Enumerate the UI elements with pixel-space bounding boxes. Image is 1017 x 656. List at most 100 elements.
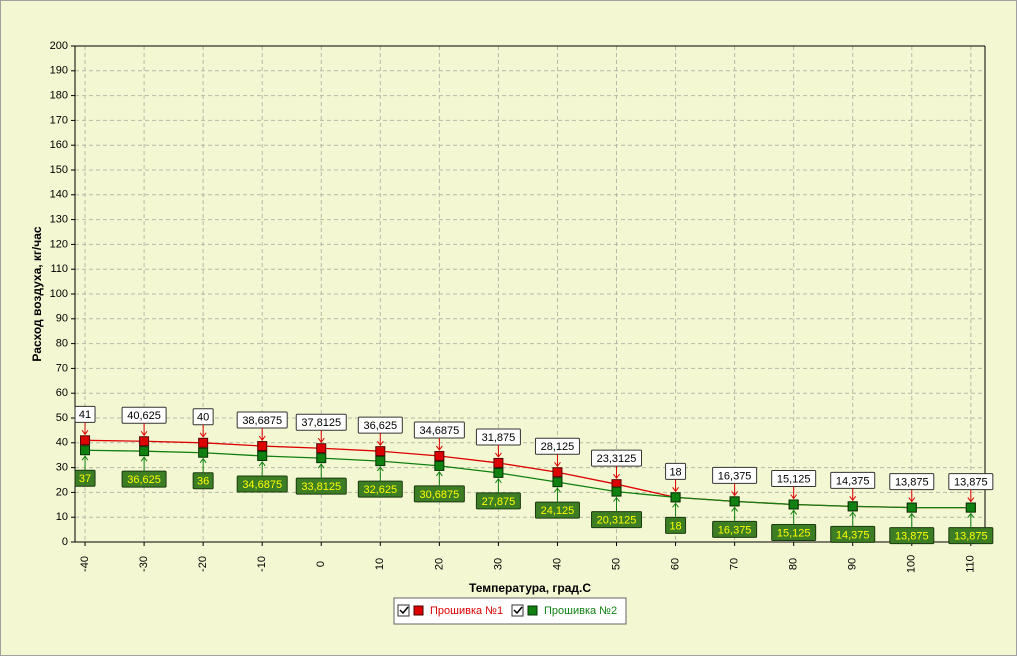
data-label: 24,125 — [541, 505, 575, 517]
x-tick-label: -20 — [197, 556, 209, 572]
label-arrowhead — [258, 461, 266, 467]
y-tick-label: 10 — [56, 511, 68, 523]
data-label: 16,375 — [718, 470, 752, 482]
data-label: 13,875 — [954, 530, 988, 542]
plot-area: 0102030405060708090100110120130140150160… — [50, 40, 994, 573]
label-arrowhead — [967, 512, 975, 518]
y-tick-label: 190 — [50, 65, 68, 77]
x-tick-label: 110 — [965, 555, 977, 573]
label-arrowhead — [554, 487, 561, 493]
data-label: 37 — [79, 473, 91, 485]
x-tick-label: -30 — [138, 556, 150, 572]
y-tick-label: 20 — [56, 486, 68, 498]
data-label: 15,125 — [777, 473, 811, 485]
y-tick-label: 150 — [50, 164, 68, 176]
label-arrowhead — [435, 445, 443, 451]
marker — [847, 501, 858, 512]
label-arrowhead — [376, 440, 384, 447]
data-label: 28,125 — [541, 441, 575, 453]
data-label: 27,875 — [482, 496, 516, 508]
marker — [670, 492, 681, 503]
data-label: 14,375 — [836, 475, 870, 487]
marker — [434, 460, 445, 471]
label-arrowhead — [199, 457, 207, 464]
label-arrowhead — [317, 463, 325, 469]
marker — [493, 467, 504, 478]
label-arrowhead — [908, 497, 916, 503]
series-line — [85, 449, 971, 509]
legend-swatch — [527, 605, 538, 616]
label-arrowhead — [495, 478, 502, 484]
marker — [257, 450, 268, 461]
label-arrowhead — [317, 437, 325, 444]
marker — [198, 437, 209, 448]
y-axis-title: Расход воздуха, кг/час — [30, 226, 44, 361]
label-arrowhead — [376, 466, 384, 472]
data-label: 13,875 — [895, 530, 929, 542]
y-tick-label: 80 — [56, 338, 68, 350]
x-tick-label: 0 — [315, 561, 327, 567]
data-label: 18 — [669, 466, 681, 478]
x-tick-label: 20 — [433, 558, 445, 570]
label-arrowhead — [81, 430, 89, 436]
label-arrowhead — [967, 497, 975, 503]
data-label: 16,375 — [718, 524, 752, 536]
marker — [493, 457, 504, 468]
data-label: 41 — [79, 409, 91, 421]
data-label: 34,6875 — [242, 479, 282, 491]
label-arrowhead — [554, 461, 561, 468]
marker — [375, 456, 386, 467]
x-axis-title: Температура, град.С — [469, 581, 591, 595]
legend-label[interactable]: Прошивка №1 — [430, 605, 503, 617]
label-arrowhead — [613, 473, 620, 480]
x-tick-label: 80 — [788, 558, 800, 570]
x-tick-label: 10 — [374, 558, 386, 570]
y-tick-label: 200 — [50, 40, 68, 52]
y-tick-label: 170 — [50, 114, 68, 126]
y-tick-label: 40 — [56, 437, 68, 449]
legend-swatch — [413, 605, 424, 616]
data-label: 13,875 — [954, 476, 988, 488]
data-label: 32,625 — [363, 484, 397, 496]
x-tick-label: 40 — [551, 558, 563, 570]
marker — [316, 453, 327, 464]
label-arrowhead — [140, 430, 148, 437]
label-arrowhead — [81, 455, 89, 461]
y-tick-label: 130 — [50, 214, 68, 226]
data-label: 38,6875 — [242, 415, 282, 427]
label-arrowhead — [731, 491, 739, 497]
data-label: 36,625 — [363, 420, 397, 432]
label-arrowhead — [672, 502, 679, 508]
legend-checkbox[interactable] — [511, 604, 524, 617]
data-label: 37,8125 — [301, 417, 341, 429]
x-tick-label: -40 — [79, 556, 91, 572]
legend-checkbox[interactable] — [397, 604, 410, 617]
data-label: 20,3125 — [597, 515, 637, 527]
data-label: 36,625 — [127, 474, 161, 486]
legend-label[interactable]: Прошивка №2 — [544, 605, 617, 617]
data-label: 30,6875 — [419, 489, 459, 501]
y-tick-label: 50 — [56, 412, 68, 424]
label-arrowhead — [790, 494, 798, 500]
label-arrowhead — [731, 506, 739, 512]
marker — [788, 499, 799, 510]
x-tick-label: 30 — [492, 558, 504, 570]
data-label: 14,375 — [836, 529, 870, 541]
data-label: 34,6875 — [419, 425, 459, 437]
y-tick-label: 100 — [50, 288, 68, 300]
x-tick-label: 70 — [729, 558, 741, 570]
x-tick-label: 50 — [610, 558, 622, 570]
data-label: 18 — [669, 520, 681, 532]
label-arrowhead — [849, 496, 857, 502]
label-arrowhead — [435, 471, 443, 477]
marker — [316, 443, 327, 454]
marker — [552, 467, 563, 478]
marker — [434, 450, 445, 461]
label-arrowhead — [908, 512, 916, 518]
marker — [375, 446, 386, 457]
data-label: 13,875 — [895, 476, 929, 488]
label-arrowhead — [672, 487, 679, 493]
marker — [906, 502, 917, 513]
y-tick-label: 110 — [50, 263, 68, 275]
